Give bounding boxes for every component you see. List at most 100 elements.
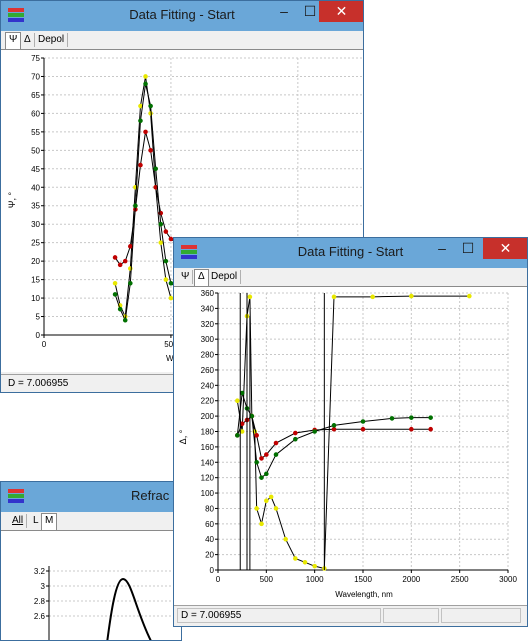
data-point [409, 415, 414, 420]
data-point [370, 294, 375, 300]
y-tick-label: 320 [201, 320, 215, 329]
y-tick-label: 50 [31, 146, 40, 155]
close-icon[interactable]: ✕ [483, 238, 527, 259]
data-point [409, 293, 414, 299]
data-point [293, 556, 298, 561]
window-title: Data Fitting - Start [129, 7, 235, 22]
data-point [112, 255, 118, 260]
y-tick-label: 180 [201, 428, 215, 437]
data-point [360, 419, 366, 424]
refrac-chart: 3.2 3 2.8 2.6 [34, 566, 181, 640]
window-title: Data Fitting - Start [297, 244, 404, 259]
status-bar: D = 7.006955 [174, 605, 527, 626]
data-point [112, 280, 118, 286]
delta-plot: 0 20 40 60 80 100 120 140 160 180 200 220 240 260 280 3… [174, 287, 527, 605]
data-point [117, 262, 123, 268]
y-tick-label: 20 [205, 551, 214, 560]
tab-psi[interactable]: Ψ [178, 270, 194, 284]
y-tick-label: 35 [31, 202, 40, 211]
data-point [259, 475, 264, 480]
data-point [254, 459, 259, 465]
y-tick-label: 80 [205, 504, 214, 513]
x-tick-label: 1000 [306, 575, 324, 584]
status-text: D = 7.006955 [8, 378, 69, 389]
y-tick-label: 260 [201, 366, 215, 375]
x-tick-label: 3000 [499, 575, 517, 584]
y-tick-label: 15 [31, 276, 40, 285]
app-icon [181, 245, 197, 259]
app-icon [8, 8, 24, 22]
tab-psi[interactable]: Ψ [5, 32, 22, 49]
y-tick-label: 75 [31, 54, 40, 63]
data-point [138, 118, 143, 124]
y-axis-label: Δ, ° [178, 429, 188, 444]
data-point [273, 440, 279, 446]
delta-chart: 0 20 40 60 80 100 120 140 160 180 200 220 240 260 280 3… [178, 289, 517, 599]
data-point [148, 148, 153, 153]
app-icon [8, 489, 24, 503]
maximize-icon[interactable]: ☐ [461, 240, 475, 256]
y-tick-label: 3 [41, 582, 46, 591]
data-point [428, 415, 433, 420]
data-point [239, 421, 245, 427]
data-point [331, 426, 337, 432]
y-tick-label: 340 [201, 304, 215, 313]
delta-window: Data Fitting - Start – ☐ ✕ Ψ Δ Depol 0 20… [173, 237, 528, 627]
data-point [128, 244, 133, 249]
x-tick-label: 500 [164, 340, 178, 349]
y-tick-label: 140 [201, 458, 215, 467]
data-point [467, 293, 472, 299]
tab-depol[interactable]: Depol [35, 33, 69, 47]
data-point [143, 129, 148, 135]
y-axis-label: Ψ, ° [7, 192, 17, 209]
y-tick-label: 60 [205, 520, 214, 529]
data-point [293, 430, 298, 436]
y-tick-label: 240 [201, 381, 215, 390]
y-tick-label: 360 [201, 289, 215, 298]
tab-bar: Ψ Δ Depol [1, 31, 363, 50]
tab-depol[interactable]: Depol [208, 270, 242, 284]
tab-m[interactable]: M [41, 513, 58, 530]
data-point [283, 536, 288, 542]
data-point [133, 203, 138, 209]
data-point [302, 560, 308, 565]
tab-bar: All L M [1, 512, 181, 531]
title-bar[interactable]: Refrac [1, 482, 181, 512]
data-point [273, 506, 279, 511]
data-point [254, 506, 259, 511]
title-bar[interactable]: Data Fitting - Start – ☐ ✕ [174, 238, 527, 268]
data-point [143, 74, 148, 79]
data-point [259, 456, 264, 461]
data-point [158, 221, 164, 227]
data-point [268, 494, 274, 500]
minimize-icon[interactable]: – [280, 3, 288, 19]
y-tick-label: 60 [31, 109, 40, 118]
data-point [138, 103, 143, 109]
data-point [312, 429, 317, 434]
data-point [122, 317, 128, 323]
status-cell-3 [441, 608, 521, 623]
y-tick-label: 200 [201, 412, 215, 421]
data-point [235, 398, 240, 404]
x-axis-label: Wa [166, 354, 178, 363]
data-point [168, 295, 174, 301]
title-bar[interactable]: Data Fitting - Start – ☐ ✕ [1, 1, 363, 31]
tab-delta[interactable]: Δ [21, 33, 35, 47]
tab-bar: Ψ Δ Depol [174, 268, 527, 287]
y-tick-label: 55 [31, 128, 40, 137]
minimize-icon[interactable]: – [438, 240, 446, 256]
data-point [138, 162, 143, 168]
data-point [128, 280, 133, 286]
close-icon[interactable]: ✕ [319, 1, 363, 22]
data-point [168, 280, 174, 286]
status-cell-2 [383, 608, 439, 623]
y-tick-label: 40 [205, 535, 214, 544]
tab-delta[interactable]: Δ [194, 269, 209, 286]
data-point [235, 433, 240, 438]
y-tick-label: 40 [31, 183, 40, 192]
x-axis-label: Wavelength, nm [335, 590, 393, 599]
tab-all[interactable]: All [9, 514, 28, 528]
window-title: Refrac [131, 488, 170, 503]
maximize-icon[interactable]: ☐ [303, 3, 317, 19]
data-point [264, 452, 269, 457]
